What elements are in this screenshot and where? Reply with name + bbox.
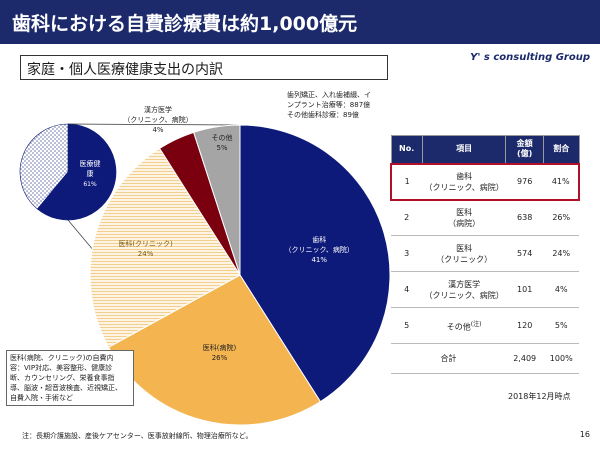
slice-other-spending (19, 123, 69, 210)
callout-line: 容：VIP対応、美容整形、健康診 (10, 364, 113, 372)
title-bar: 歯科における自費診療費は約1,000億元 (0, 0, 600, 44)
callout-line: 自費入院・手術など (10, 394, 73, 402)
table-row: 4 漢方医学 （クリニック、病院） 101 4% (391, 271, 579, 308)
chart-subtitle: 家庭・個人医療健康支出の内訳 (27, 62, 223, 78)
item-line1: 医科 (456, 207, 473, 217)
item-line1: 歯科 (456, 171, 473, 181)
cell-amount: 638 (505, 199, 544, 236)
leader-line-chinese-medicine (161, 147, 171, 153)
slice-label-medical-health-2: 康 (87, 169, 94, 178)
table-row: 2 医科 （病院） 638 26% (391, 199, 579, 236)
cell-total-share: 100% (543, 343, 579, 374)
item-line2: （クリニック） (436, 254, 493, 264)
slice-label-clinic: 医科(クリニック) (118, 239, 173, 248)
cell-amount: 101 (505, 271, 544, 308)
callout-line: ンプラント治療等：887億 (287, 101, 371, 109)
slice-clinic (89, 147, 241, 348)
slice-label-hospital: 26% (212, 354, 228, 362)
item-line1: その他 (446, 322, 471, 332)
table-row: 3 医科 （クリニック） 574 24% (391, 235, 579, 272)
table-row: 5 その他(注) 120 5% (391, 307, 579, 344)
slice-dental (239, 124, 390, 403)
connector-line-top (67, 123, 241, 126)
cell-amount: 976 (505, 162, 544, 201)
slice-label-medical-health: 医療健 (80, 159, 101, 168)
slice-medical-health (36, 123, 117, 221)
cell-no: 3 (391, 235, 423, 272)
item-line1: 医科 (456, 243, 473, 253)
slice-label-chinese-medicine: 4% (152, 126, 163, 134)
cell-item: 漢方医学 （クリニック、病院） (422, 271, 506, 308)
callout-line: 断、カウンセリング、栄養食事指 (10, 374, 115, 382)
cell-share: 4% (543, 271, 579, 308)
page-number: 16 (579, 430, 590, 439)
item-line2: （病院） (448, 218, 481, 228)
col-amount-header: 金額 (億) (505, 135, 544, 164)
cell-total-amount: 2,409 (505, 343, 544, 374)
cell-no: 2 (391, 199, 423, 236)
cell-item: 医科 （病院） (422, 199, 506, 236)
as-of-date: 2018年12月時点 (508, 392, 571, 401)
slice-percent-medical-health: 61% (83, 181, 97, 188)
item-line2: （クリニック、病院） (424, 182, 504, 192)
cell-no: 1 (389, 162, 423, 201)
slice-label-clinic: 24% (138, 250, 154, 258)
brand-logo-text: Y' s consulting Group (470, 52, 590, 63)
item-note: (注) (470, 320, 482, 328)
callout-line: 導、脳波・超音波検査、近視矯正、 (10, 384, 122, 392)
page-title: 歯科における自費診療費は約1,000億元 (12, 13, 358, 35)
cell-amount: 574 (505, 235, 544, 272)
cell-share: 5% (543, 307, 579, 344)
cell-no: 5 (391, 307, 423, 344)
col-no-header: No. (390, 135, 423, 164)
col-share-header: 割合 (542, 135, 580, 164)
callout-line: その他歯科診療：89億 (287, 111, 359, 119)
cell-amount: 120 (505, 307, 544, 344)
col-item-header: 項目 (421, 135, 507, 164)
orthodontics-callout: 歯列矯正、入れ歯補綴、イ ンプラント治療等：887億 その他歯科診療：89億 (287, 90, 407, 120)
item-line2: （クリニック、病院） (424, 290, 504, 300)
cell-share: 24% (543, 235, 579, 272)
table-header-row: No. 項目 金額 (億) 割合 (390, 135, 580, 164)
medical-selfpay-callout: 医科(病院、クリニック)の自費内 容：VIP対応、美容整形、健康診 断、カウンセ… (6, 350, 134, 406)
footnote: 注：長期介護施設、産後ケアセンター、医事放射線所、物理治療所など。 (22, 432, 253, 440)
slice-label-hospital: 医科(病院) (203, 343, 237, 352)
main-pie: 歯科（クリニック、病院）41%医科(病院)26%医科(クリニック)24%漢方医学… (89, 105, 390, 426)
cell-item: 医科 （クリニック） (422, 235, 506, 272)
slice-label-other: 5% (216, 144, 227, 152)
cell-no: 4 (391, 271, 423, 308)
slice-label-other: その他 (212, 133, 233, 142)
callout-line: 歯列矯正、入れ歯補綴、イ (287, 91, 371, 99)
slice-label-chinese-medicine: （クリニック、病院） (123, 115, 192, 124)
item-line1: 漢方医学 (448, 279, 481, 289)
slice-other (193, 124, 241, 276)
table-total-row: 合計 2,409 100% (391, 343, 579, 374)
slice-label-dental: 41% (311, 256, 327, 264)
small-pie: 医療健康 61% (19, 123, 117, 221)
cell-share: 41% (543, 162, 580, 201)
cell-item: その他(注) (422, 307, 506, 344)
cell-item: 歯科 （クリニック、病院） (422, 162, 506, 201)
subtitle-box: 家庭・個人医療健康支出の内訳 (20, 55, 388, 80)
cell-total-label: 合計 (391, 343, 506, 374)
slice-label-dental: 歯科 (312, 235, 326, 244)
slice-label-dental: （クリニック、病院） (285, 245, 354, 254)
callout-line: 医科(病院、クリニック)の自費内 (10, 354, 114, 362)
slice-label-chinese-medicine: 漢方医学 (144, 105, 172, 114)
cell-share: 26% (543, 199, 579, 236)
table-row: 1 歯科 （クリニック、病院） 976 41% (389, 162, 580, 201)
expense-table: No. 項目 金額 (億) 割合 1 歯科 （クリニック、病院） 976 41% … (389, 135, 580, 374)
